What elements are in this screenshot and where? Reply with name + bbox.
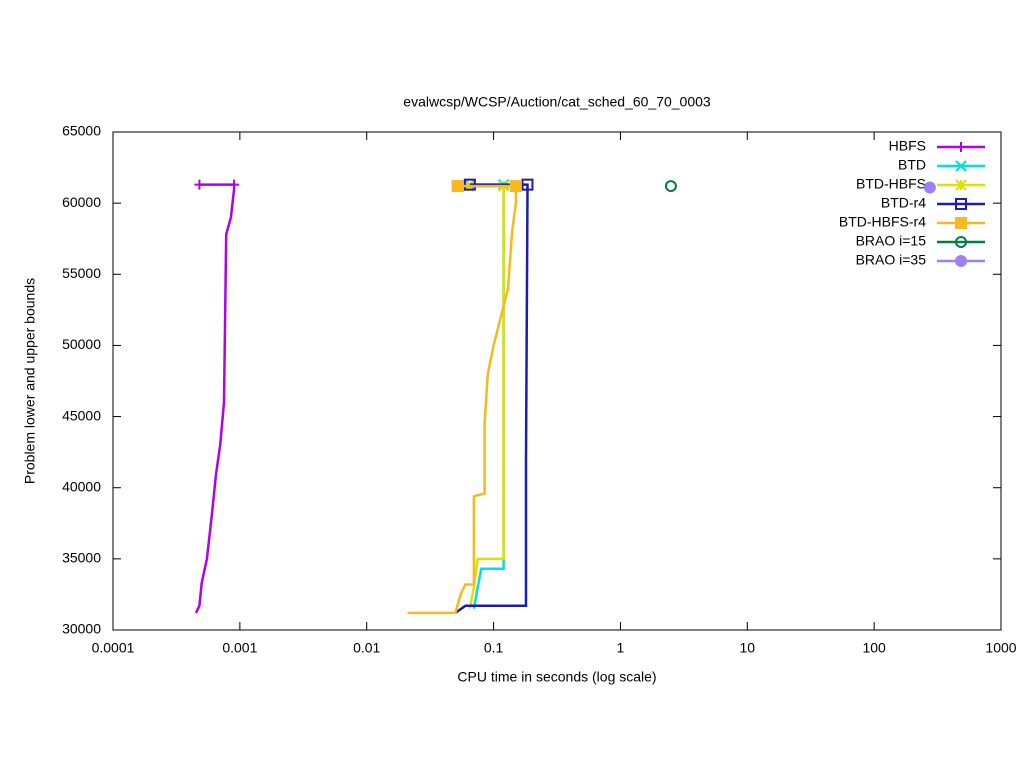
x-tick-label: 100 <box>862 640 886 656</box>
legend-marker <box>955 160 967 172</box>
marker <box>451 180 464 193</box>
y-tick-label: 45000 <box>62 407 101 423</box>
y-tick-label: 50000 <box>62 336 101 352</box>
legend-marker <box>956 142 966 152</box>
marker <box>521 178 534 191</box>
x-tick-label: 0.0001 <box>92 640 135 656</box>
y-tick-label: 60000 <box>62 194 101 210</box>
y-tick-label: 55000 <box>62 265 101 281</box>
legend-marker <box>955 179 967 191</box>
legend-label: BTD-r4 <box>881 195 926 211</box>
legend-label: BTD-HBFS-r4 <box>839 214 926 230</box>
x-tick-label: 0.01 <box>353 640 380 656</box>
marker <box>509 180 522 193</box>
y-tick-label: 40000 <box>62 478 101 494</box>
legend-label: BTD-HBFS <box>856 176 926 192</box>
x-axis-label: CPU time in seconds (log scale) <box>457 669 656 685</box>
marker <box>229 179 240 190</box>
y-tick-label: 65000 <box>62 123 101 139</box>
marker <box>194 179 205 190</box>
series-line <box>407 184 518 615</box>
chart-title: evalwcsp/WCSP/Auction/cat_sched_60_70_00… <box>403 94 711 110</box>
legend-marker <box>955 236 967 248</box>
x-tick-label: 1 <box>617 640 625 656</box>
legend-label: BTD <box>898 157 926 173</box>
marker <box>923 181 936 194</box>
legend-marker <box>955 217 967 229</box>
marker <box>664 180 677 193</box>
legend-label: BRAO i=35 <box>856 252 927 268</box>
x-tick-label: 0.001 <box>222 640 257 656</box>
y-tick-label: 35000 <box>62 550 101 566</box>
y-axis-label: Problem lower and upper bounds <box>22 278 38 484</box>
legend-label: HBFS <box>889 138 926 154</box>
plot-frame <box>112 131 1002 631</box>
series-line <box>454 183 529 614</box>
legend-label: BRAO i=15 <box>856 233 927 249</box>
x-tick-label: 10 <box>739 640 755 656</box>
x-tick-label: 0.1 <box>484 640 504 656</box>
x-tick-label: 1000 <box>985 640 1016 656</box>
legend-marker <box>955 255 967 267</box>
y-tick-label: 30000 <box>62 621 101 637</box>
legend-marker <box>955 198 967 210</box>
marker <box>463 178 476 191</box>
